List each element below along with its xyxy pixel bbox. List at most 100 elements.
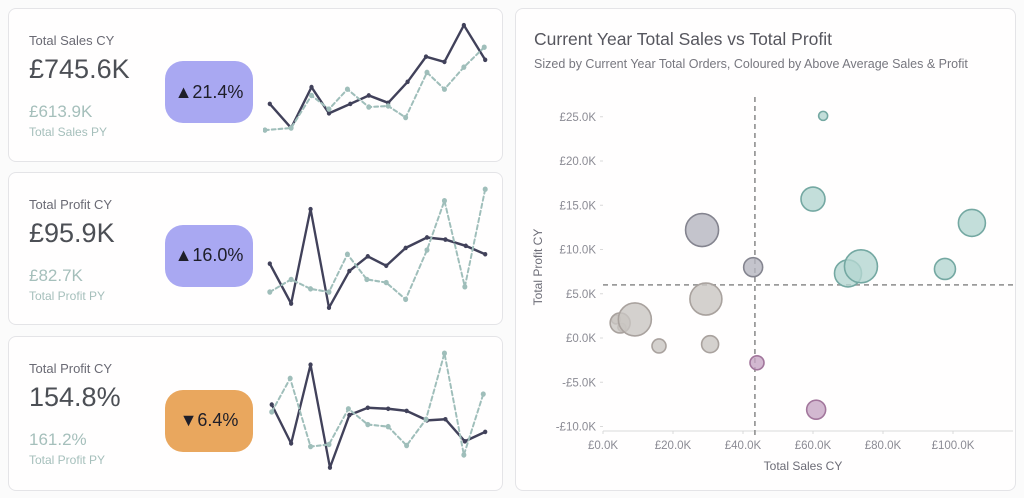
kpi-change-badge: ▲ 16.0%	[165, 224, 253, 287]
sparkline-point-py	[441, 86, 447, 92]
sparkline-point-py	[481, 44, 487, 50]
down-arrow-icon: ▼	[179, 410, 198, 430]
sparkline-point-py	[288, 125, 294, 131]
sparkline-point-cy	[267, 101, 272, 107]
sparkline-point-cy	[365, 405, 370, 411]
scatter-bubble-purple[interactable]	[805, 399, 827, 420]
scatter-bubble-teal[interactable]	[843, 249, 879, 284]
sparkline-point-py	[269, 409, 275, 415]
scatter-bubble-purple[interactable]	[749, 354, 765, 371]
y-tick-label: -£5.0K	[562, 377, 596, 389]
sparkline-point-cy	[424, 235, 430, 240]
kpi-title: Total Profit CY	[29, 197, 113, 212]
sparkline-point-cy	[463, 243, 468, 249]
sparkline-point-cy	[326, 305, 332, 311]
sparkline-point-cy	[443, 416, 448, 422]
sparkline-point-cy	[269, 402, 274, 407]
x-tick-label: £40.0K	[725, 440, 762, 452]
sparkline-point-cy	[404, 408, 409, 414]
sparkline-point-cy	[327, 465, 333, 470]
sparkline-point-py	[461, 452, 467, 458]
kpi-sparkline-area	[263, 173, 502, 324]
sparkline-point-py	[403, 114, 409, 121]
chart-subtitle: Sized by Current Year Total Orders, Colo…	[534, 57, 968, 71]
sparkline-point-py	[385, 423, 391, 430]
scatter-chart[interactable]: Total Profit CY Total Sales CY £25.0K £20…	[516, 9, 1015, 490]
sparkline-point-py	[461, 64, 467, 70]
sparkline-point-cy	[365, 254, 370, 259]
kpi-card-profit-ratio: Total Profit CY 154.8% 161.2% Total Prof…	[8, 336, 503, 491]
scatter-bubble-teal[interactable]	[957, 208, 987, 238]
kpi-value: £95.9K	[29, 218, 115, 248]
scatter-bubble-teal[interactable]	[817, 110, 829, 122]
sparkline-point-py	[344, 86, 350, 92]
kpi-sparkline-area	[262, 9, 502, 161]
sparkline-point-py	[366, 104, 372, 110]
scatter-plot-area[interactable]: £25.0K £20.0K £15.0K £10.0K £5.0K £0.0K -£5.0K…	[556, 97, 1015, 452]
up-arrow-icon: ▲	[174, 245, 193, 265]
scatter-bubble-gray[interactable]	[617, 302, 653, 337]
sparkline-point-cy	[366, 93, 371, 98]
sparkline-point-cy	[386, 406, 391, 412]
kpi-py-label: Total Sales PY	[29, 125, 108, 139]
sparkline-point-py	[482, 186, 488, 192]
sparkline-point-cy	[348, 101, 353, 107]
scatter-panel: Current Year Total Sales vs Total Profit…	[515, 8, 1016, 491]
sparkline-point-py	[267, 289, 273, 295]
y-tick-label: £10.0K	[560, 245, 597, 257]
kpi-info: Total Profit CY 154.8% 161.2% Total Prof…	[9, 337, 155, 490]
sparkline-point-py	[365, 421, 371, 428]
sparkline-point-cy	[462, 439, 467, 444]
sparkline-point-py	[344, 251, 350, 257]
sparkline-point-py	[308, 443, 314, 450]
kpi-title: Total Sales CY	[29, 33, 115, 48]
kpi-change-badge: ▲ 21.4%	[165, 61, 253, 123]
scatter-bubble-gray[interactable]	[689, 282, 723, 316]
sparkline-point-py	[383, 279, 389, 286]
kpi-badge-wrap: ▲ 16.0%	[155, 173, 263, 324]
sparkline-point-py	[404, 442, 410, 449]
x-tick-label: £0.0K	[588, 440, 618, 452]
sparkline-point-cy	[403, 245, 408, 251]
sparkline-point-py	[364, 276, 370, 283]
sparkline-point-cy	[289, 301, 294, 306]
x-tick-label: £100.0K	[932, 440, 975, 452]
sparkline-point-cy	[309, 84, 314, 90]
y-tick-label: -£10.0K	[556, 422, 597, 434]
y-tick-label: £15.0K	[560, 200, 597, 212]
scatter-bubble-slate[interactable]	[684, 212, 720, 248]
chart-title: Current Year Total Sales vs Total Profit	[534, 29, 832, 49]
y-axis-title: Total Profit CY	[531, 229, 545, 306]
profit-sparkline-chart	[267, 186, 488, 311]
kpi-py-value: £613.9K	[29, 102, 93, 121]
scatter-bubble-slate[interactable]	[742, 256, 764, 278]
sparkline-point-py	[462, 284, 468, 290]
sparkline-point-cy	[308, 206, 313, 212]
sparkline-point-cy	[326, 111, 332, 116]
sparkline-cy	[268, 207, 487, 310]
x-tick-label: £80.0K	[865, 440, 902, 452]
sparkline-py	[268, 188, 487, 301]
kpi-py-label: Total Profit PY	[29, 453, 106, 467]
scatter-bubble-teal[interactable]	[933, 257, 957, 281]
up-arrow-icon: ▲	[174, 81, 193, 102]
kpi-change-value: 6.4%	[197, 410, 239, 430]
kpi-change-badge: ▼ 6.4%	[165, 389, 253, 452]
sales-sparkline-chart	[262, 22, 488, 133]
scatter-bubble-teal[interactable]	[800, 186, 826, 212]
scatter-bubble-gray[interactable]	[651, 338, 667, 354]
sparkline-py	[263, 46, 486, 132]
sparkline-point-cy	[347, 268, 352, 274]
ratio-sparkline-chart	[269, 350, 488, 470]
kpi-info: Total Profit CY £95.9K £82.7K Total Prof…	[9, 173, 155, 324]
sparkline-point-cy	[483, 251, 488, 257]
sparkline-point-py	[385, 103, 391, 109]
scatter-bubble-gray[interactable]	[700, 334, 720, 354]
sparkline-point-cy	[461, 22, 466, 28]
sparkline-py	[270, 352, 485, 457]
kpi-change-value: 21.4%	[192, 81, 244, 102]
kpi-info: Total Sales CY £745.6K £613.9K Total Sal…	[9, 9, 155, 161]
sparkline-point-cy	[442, 59, 447, 65]
kpi-badge-wrap: ▼ 6.4%	[155, 337, 263, 490]
